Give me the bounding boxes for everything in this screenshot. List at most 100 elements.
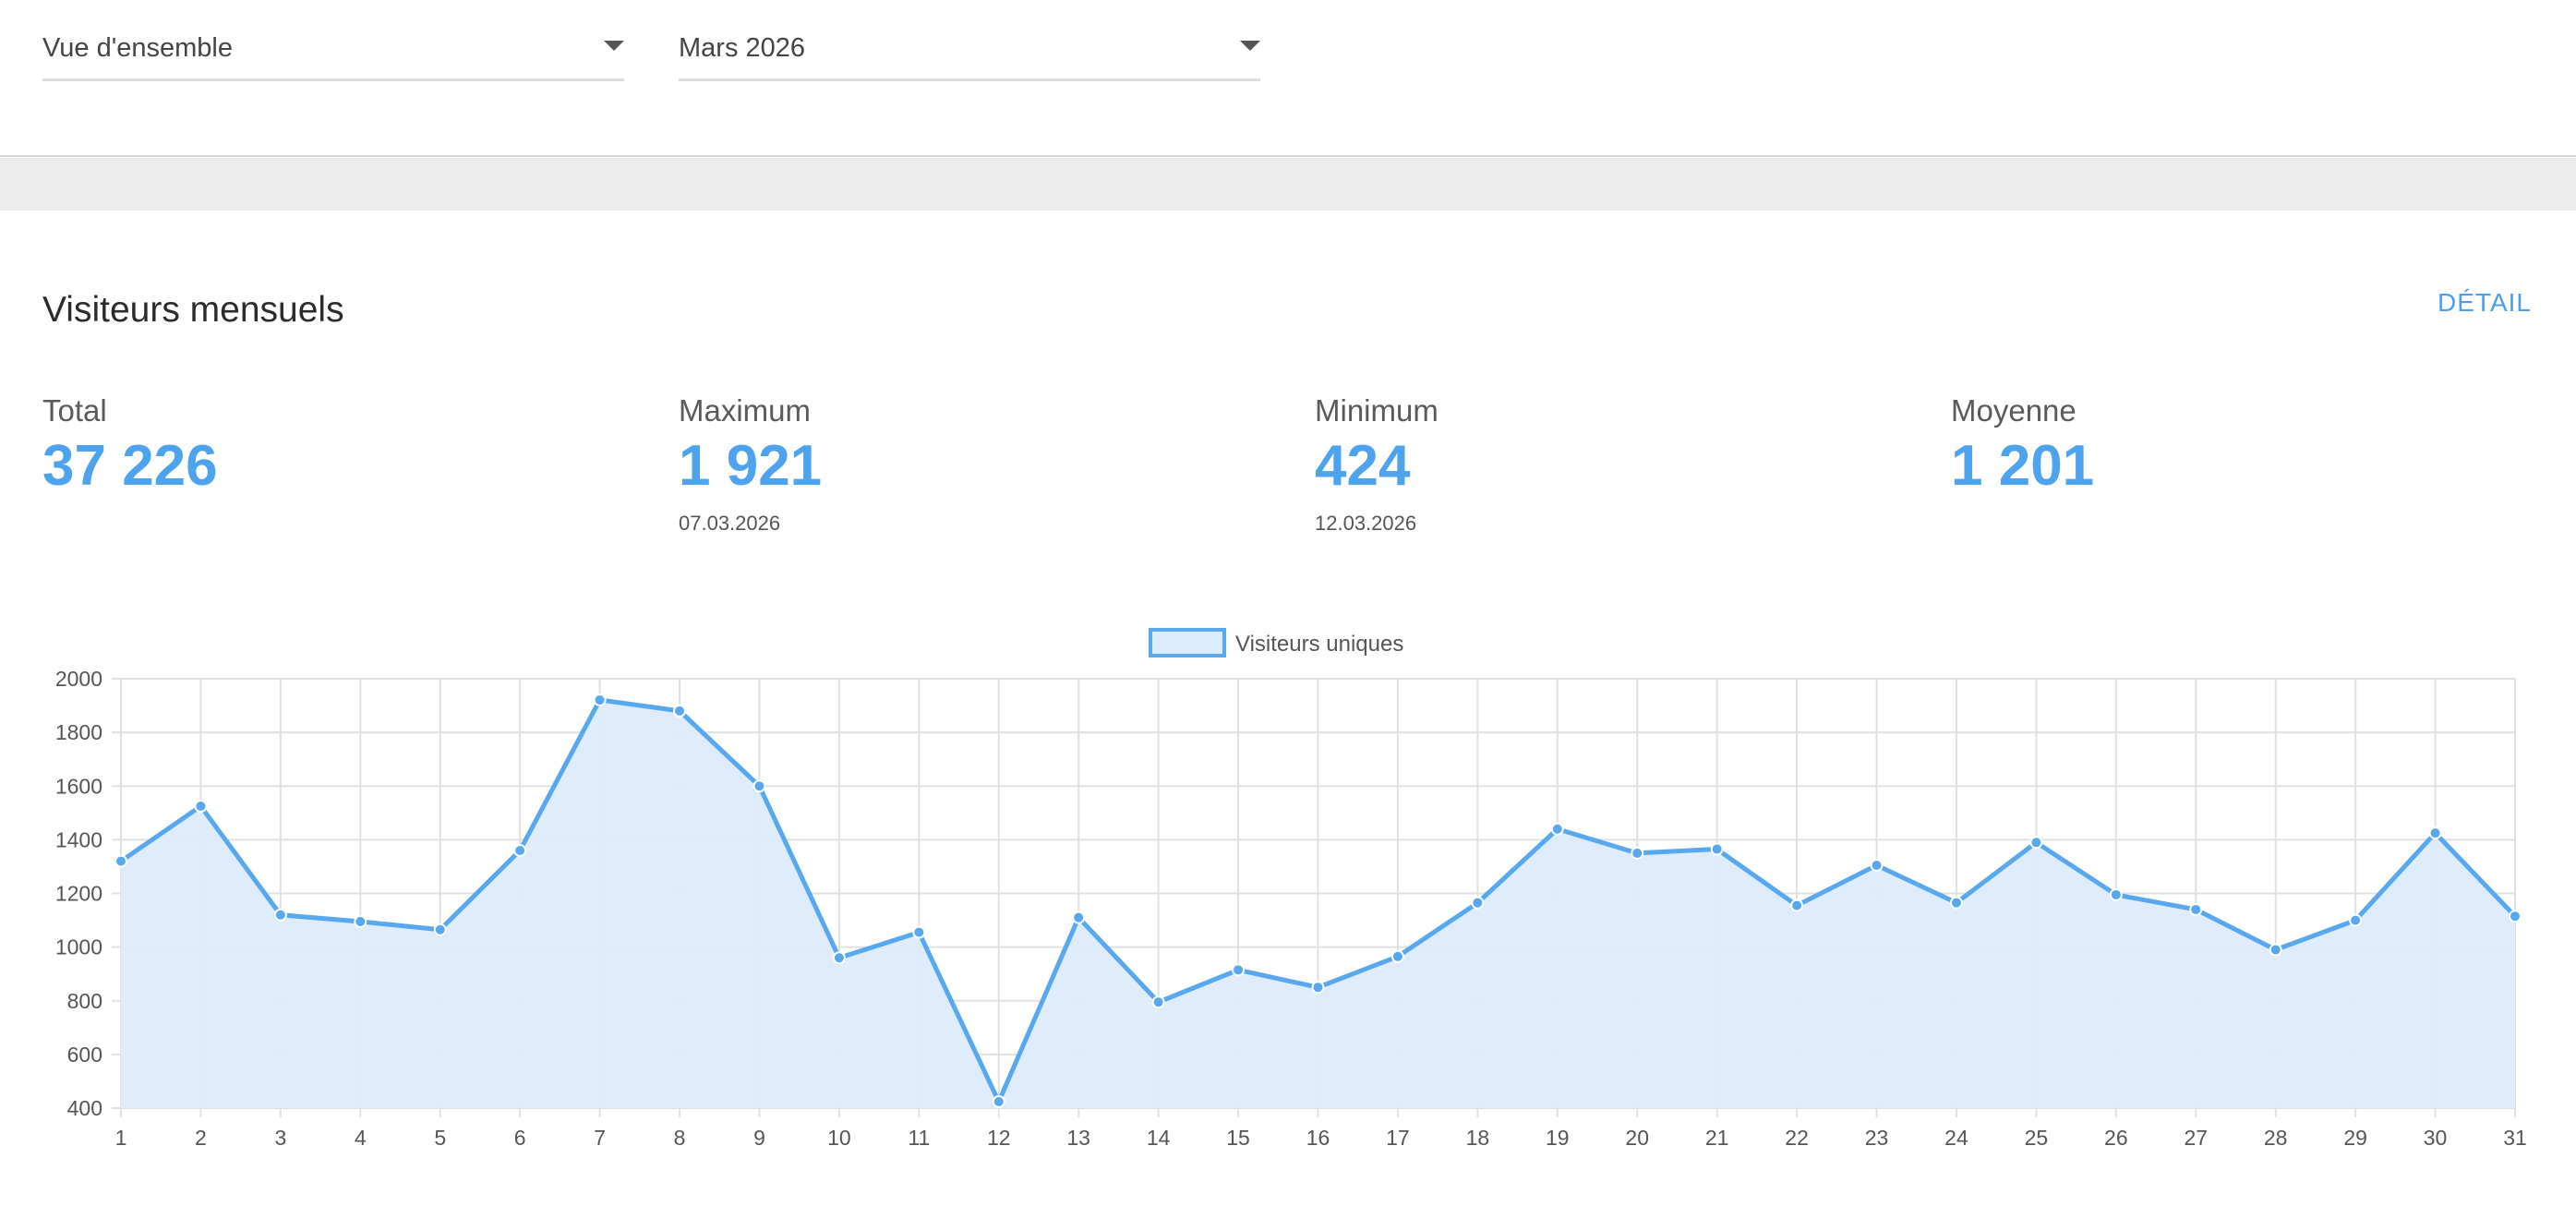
data-point bbox=[273, 908, 287, 922]
data-point bbox=[1710, 842, 1724, 856]
data-point bbox=[832, 951, 846, 965]
data-point bbox=[2189, 902, 2203, 916]
data-point bbox=[2349, 913, 2363, 927]
stat-minimum-label: Minimum bbox=[1315, 393, 1438, 428]
data-point bbox=[673, 704, 687, 718]
legend-label: Visiteurs uniques bbox=[1235, 632, 1403, 657]
x-tick-label: 10 bbox=[827, 1126, 851, 1150]
monthly-visitors-card: Visiteurs mensuels DÉTAIL Total 37 226 M… bbox=[0, 211, 2576, 1206]
x-tick-label: 2 bbox=[195, 1126, 207, 1150]
x-tick-label: 26 bbox=[2104, 1126, 2128, 1150]
stat-maximum-date: 07.03.2026 bbox=[679, 512, 781, 535]
stat-minimum: Minimum 424 12.03.2026 bbox=[1315, 393, 1869, 536]
detail-button[interactable]: DÉTAIL bbox=[2438, 288, 2532, 317]
x-tick-label: 25 bbox=[2025, 1126, 2049, 1150]
y-tick-label: 1000 bbox=[55, 935, 102, 959]
y-tick-label: 2000 bbox=[55, 667, 102, 691]
x-tick-label: 16 bbox=[1306, 1126, 1330, 1150]
x-tick-label: 11 bbox=[908, 1126, 930, 1150]
x-tick-label: 8 bbox=[674, 1126, 686, 1150]
x-tick-label: 18 bbox=[1466, 1126, 1490, 1150]
x-tick-label: 5 bbox=[434, 1126, 446, 1150]
x-tick-label: 24 bbox=[1944, 1126, 1968, 1150]
data-point bbox=[752, 779, 766, 793]
data-point bbox=[1631, 846, 1644, 860]
section-divider bbox=[0, 158, 2576, 211]
x-tick-label: 15 bbox=[1226, 1126, 1250, 1150]
y-tick-label: 600 bbox=[67, 1043, 102, 1067]
month-select[interactable]: Mars 2026 bbox=[679, 20, 1260, 81]
x-tick-label: 20 bbox=[1625, 1126, 1649, 1150]
data-point bbox=[2029, 836, 2043, 850]
data-point bbox=[992, 1095, 1005, 1109]
stat-total-label: Total bbox=[42, 393, 107, 428]
data-point bbox=[1790, 898, 1804, 912]
y-tick-label: 1800 bbox=[55, 720, 102, 744]
data-point bbox=[1870, 858, 1884, 872]
y-tick-label: 1400 bbox=[55, 827, 102, 851]
dropdown-arrow-icon bbox=[604, 41, 624, 51]
x-tick-label: 6 bbox=[514, 1126, 526, 1150]
y-tick-label: 1600 bbox=[55, 774, 102, 798]
month-select-value: Mars 2026 bbox=[679, 33, 806, 63]
stat-maximum-value: 1 921 bbox=[679, 434, 823, 498]
view-select[interactable]: Vue d'ensemble bbox=[42, 20, 624, 81]
dropdown-arrow-icon bbox=[1240, 41, 1260, 51]
data-point bbox=[593, 693, 607, 706]
x-tick-label: 23 bbox=[1865, 1126, 1889, 1150]
data-point bbox=[433, 923, 447, 936]
x-tick-label: 12 bbox=[987, 1126, 1011, 1150]
x-tick-label: 19 bbox=[1546, 1126, 1570, 1150]
data-point bbox=[513, 844, 527, 857]
data-point bbox=[1311, 981, 1325, 995]
stat-maximum: Maximum 1 921 07.03.2026 bbox=[679, 393, 1233, 536]
x-tick-label: 29 bbox=[2343, 1126, 2367, 1150]
y-tick-label: 1200 bbox=[55, 882, 102, 906]
data-point bbox=[2109, 887, 2123, 901]
data-point bbox=[1232, 963, 1246, 977]
x-tick-label: 9 bbox=[753, 1126, 765, 1150]
x-tick-label: 4 bbox=[355, 1126, 367, 1150]
y-tick-label: 400 bbox=[67, 1096, 102, 1120]
stat-average-label: Moyenne bbox=[1951, 393, 2076, 428]
data-point bbox=[1550, 822, 1564, 836]
stat-total-value: 37 226 bbox=[42, 434, 218, 498]
card-title: Visiteurs mensuels bbox=[42, 290, 344, 330]
data-point bbox=[1390, 949, 1404, 963]
x-tick-label: 13 bbox=[1066, 1126, 1090, 1150]
x-tick-label: 21 bbox=[1705, 1126, 1729, 1150]
x-tick-label: 14 bbox=[1147, 1126, 1171, 1150]
x-tick-label: 28 bbox=[2264, 1126, 2288, 1150]
filter-bar: Vue d'ensemble Mars 2026 bbox=[0, 0, 2576, 157]
stat-maximum-label: Maximum bbox=[679, 393, 812, 428]
x-tick-label: 1 bbox=[115, 1126, 127, 1150]
x-tick-label: 27 bbox=[2184, 1126, 2208, 1150]
data-point bbox=[114, 854, 127, 868]
x-tick-label: 17 bbox=[1386, 1126, 1410, 1150]
stat-total: Total 37 226 bbox=[42, 393, 596, 499]
x-tick-label: 30 bbox=[2424, 1126, 2448, 1150]
stat-minimum-value: 424 bbox=[1315, 434, 1411, 498]
data-point bbox=[1949, 896, 1963, 910]
data-point bbox=[1072, 911, 1086, 924]
data-point bbox=[2269, 943, 2282, 957]
x-tick-label: 31 bbox=[2503, 1126, 2527, 1150]
y-tick-label: 800 bbox=[67, 989, 102, 1013]
data-point bbox=[2428, 826, 2442, 840]
x-tick-label: 3 bbox=[274, 1126, 286, 1150]
data-point bbox=[354, 915, 367, 929]
stat-average: Moyenne 1 201 bbox=[1951, 393, 2505, 499]
data-point bbox=[1471, 896, 1485, 910]
data-point bbox=[194, 800, 208, 814]
series-area bbox=[121, 699, 2515, 1108]
view-select-value: Vue d'ensemble bbox=[42, 33, 233, 63]
stat-average-value: 1 201 bbox=[1951, 434, 2095, 498]
legend-swatch bbox=[1149, 628, 1226, 657]
data-point bbox=[1151, 995, 1165, 1009]
stat-minimum-date: 12.03.2026 bbox=[1315, 512, 1417, 535]
x-tick-label: 7 bbox=[594, 1126, 606, 1150]
data-point bbox=[2509, 910, 2522, 923]
x-tick-label: 22 bbox=[1785, 1126, 1809, 1150]
data-point bbox=[912, 925, 926, 939]
